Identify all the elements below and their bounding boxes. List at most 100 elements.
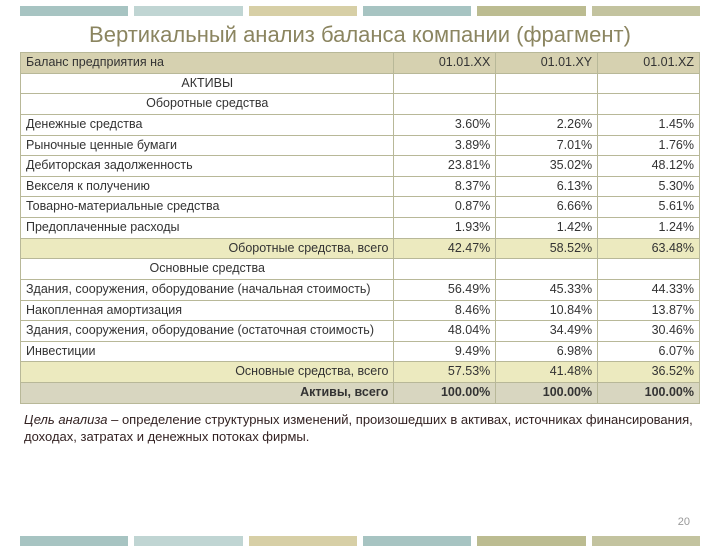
row-value: 6.07% xyxy=(598,341,700,362)
row-value: 8.46% xyxy=(394,300,496,321)
row-value xyxy=(394,259,496,280)
row-label: АКТИВЫ xyxy=(21,73,394,94)
table-row: Здания, сооружения, оборудование (остато… xyxy=(21,321,700,342)
row-label: Предоплаченные расходы xyxy=(21,218,394,239)
row-label: Рыночные ценные бумаги xyxy=(21,135,394,156)
table-row: Денежные средства3.60%2.26%1.45% xyxy=(21,114,700,135)
table-row: Оборотные средства, всего42.47%58.52%63.… xyxy=(21,238,700,259)
stripe xyxy=(592,536,700,546)
stripe xyxy=(20,6,128,16)
row-label: Здания, сооружения, оборудование (началь… xyxy=(21,279,394,300)
table-row: Рыночные ценные бумаги3.89%7.01%1.76% xyxy=(21,135,700,156)
footer-rest: – определение структурных изменений, про… xyxy=(24,412,693,444)
row-value xyxy=(496,259,598,280)
row-value: 100.00% xyxy=(598,383,700,404)
row-label: Основные средства, всего xyxy=(21,362,394,383)
row-value xyxy=(496,73,598,94)
row-value: 36.52% xyxy=(598,362,700,383)
table-row: Активы, всего100.00%100.00%100.00% xyxy=(21,383,700,404)
row-value: 5.30% xyxy=(598,176,700,197)
row-value: 100.00% xyxy=(394,383,496,404)
row-value: 5.61% xyxy=(598,197,700,218)
row-value: 10.84% xyxy=(496,300,598,321)
row-value: 6.66% xyxy=(496,197,598,218)
row-value: 63.48% xyxy=(598,238,700,259)
footer-lead: Цель анализа xyxy=(24,412,107,427)
row-value: 44.33% xyxy=(598,279,700,300)
row-label: Инвестиции xyxy=(21,341,394,362)
row-value: 13.87% xyxy=(598,300,700,321)
row-value: 2.26% xyxy=(496,114,598,135)
row-value: 1.45% xyxy=(598,114,700,135)
row-label: Накопленная амортизация xyxy=(21,300,394,321)
decorative-stripes-top xyxy=(0,6,720,16)
row-label: Оборотные средства xyxy=(21,94,394,115)
header-col: 01.01.XY xyxy=(496,53,598,74)
row-value xyxy=(598,259,700,280)
table-row: Предоплаченные расходы1.93%1.42%1.24% xyxy=(21,218,700,239)
row-label: Здания, сооружения, оборудование (остато… xyxy=(21,321,394,342)
stripe xyxy=(477,536,585,546)
row-label: Оборотные средства, всего xyxy=(21,238,394,259)
stripe xyxy=(592,6,700,16)
row-label: Основные средства xyxy=(21,259,394,280)
page-number: 20 xyxy=(678,516,690,528)
row-value: 57.53% xyxy=(394,362,496,383)
table-row: Основные средства xyxy=(21,259,700,280)
row-value: 6.98% xyxy=(496,341,598,362)
row-value xyxy=(598,94,700,115)
row-value: 35.02% xyxy=(496,156,598,177)
row-value: 48.04% xyxy=(394,321,496,342)
stripe xyxy=(477,6,585,16)
row-value: 56.49% xyxy=(394,279,496,300)
row-value: 30.46% xyxy=(598,321,700,342)
table-row: Товарно-материальные средства0.87%6.66%5… xyxy=(21,197,700,218)
row-value: 3.60% xyxy=(394,114,496,135)
row-value: 45.33% xyxy=(496,279,598,300)
row-label: Векселя к получению xyxy=(21,176,394,197)
row-value: 48.12% xyxy=(598,156,700,177)
row-value xyxy=(598,73,700,94)
balance-table: Баланс предприятия на01.01.ХХ01.01.XY01.… xyxy=(20,52,700,404)
decorative-stripes-bottom xyxy=(0,536,720,546)
table-row: Дебиторская задолженность23.81%35.02%48.… xyxy=(21,156,700,177)
stripe xyxy=(134,536,242,546)
table-row: Инвестиции9.49%6.98%6.07% xyxy=(21,341,700,362)
table-row: Основные средства, всего57.53%41.48%36.5… xyxy=(21,362,700,383)
stripe xyxy=(363,6,471,16)
row-value xyxy=(394,94,496,115)
row-value xyxy=(496,94,598,115)
stripe xyxy=(134,6,242,16)
row-label: Денежные средства xyxy=(21,114,394,135)
row-value: 8.37% xyxy=(394,176,496,197)
stripe xyxy=(249,6,357,16)
row-value: 0.87% xyxy=(394,197,496,218)
row-value: 1.76% xyxy=(598,135,700,156)
row-value: 1.24% xyxy=(598,218,700,239)
page-title: Вертикальный анализ баланса компании (фр… xyxy=(0,22,720,48)
header-label: Баланс предприятия на xyxy=(21,53,394,74)
row-label: Активы, всего xyxy=(21,383,394,404)
row-value: 7.01% xyxy=(496,135,598,156)
row-value: 34.49% xyxy=(496,321,598,342)
row-label: Дебиторская задолженность xyxy=(21,156,394,177)
row-value: 41.48% xyxy=(496,362,598,383)
table-row: Оборотные средства xyxy=(21,94,700,115)
header-col: 01.01.ХХ xyxy=(394,53,496,74)
row-value: 1.42% xyxy=(496,218,598,239)
row-value: 9.49% xyxy=(394,341,496,362)
row-value: 42.47% xyxy=(394,238,496,259)
stripe xyxy=(20,536,128,546)
table-row: АКТИВЫ xyxy=(21,73,700,94)
row-value xyxy=(394,73,496,94)
table-row: Накопленная амортизация8.46%10.84%13.87% xyxy=(21,300,700,321)
balance-table-container: Баланс предприятия на01.01.ХХ01.01.XY01.… xyxy=(0,52,720,404)
footer-note: Цель анализа – определение структурных и… xyxy=(0,404,720,446)
table-row: Здания, сооружения, оборудование (началь… xyxy=(21,279,700,300)
header-col: 01.01.XZ xyxy=(598,53,700,74)
row-value: 58.52% xyxy=(496,238,598,259)
row-value: 100.00% xyxy=(496,383,598,404)
table-row: Векселя к получению8.37%6.13%5.30% xyxy=(21,176,700,197)
row-value: 6.13% xyxy=(496,176,598,197)
stripe xyxy=(363,536,471,546)
